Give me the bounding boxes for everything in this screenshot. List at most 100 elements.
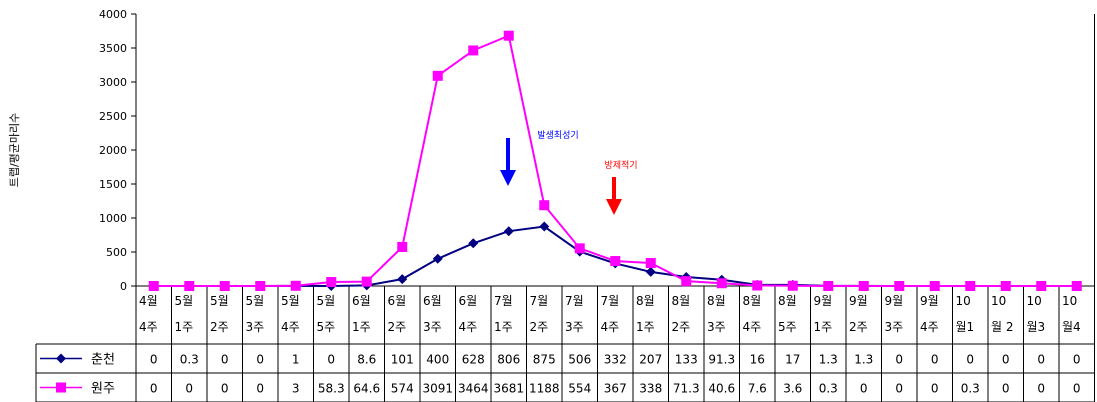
annotation-arrow-shaft bbox=[612, 177, 616, 201]
series-group bbox=[148, 30, 1082, 291]
data-point bbox=[574, 243, 585, 254]
x-category-label: 4주 bbox=[601, 320, 620, 334]
table-value: 506 bbox=[568, 353, 591, 367]
table-value: 64.6 bbox=[353, 382, 380, 396]
table-value: 207 bbox=[639, 353, 662, 367]
data-point bbox=[539, 200, 550, 211]
y-tick-label: 2000 bbox=[99, 144, 127, 157]
table-value: 806 bbox=[497, 353, 520, 367]
data-point bbox=[397, 274, 408, 285]
table-value: 17 bbox=[785, 353, 800, 367]
x-category-label: 월1 bbox=[956, 320, 975, 334]
x-category-label: 5월 bbox=[175, 294, 194, 308]
x-category-label: 1주 bbox=[494, 320, 513, 334]
x-category-label: 9월 bbox=[920, 294, 939, 308]
x-category-label: 3주 bbox=[423, 320, 442, 334]
x-category-label: 월4 bbox=[1062, 320, 1081, 334]
x-category-label: 8월 bbox=[672, 294, 691, 308]
y-axis-label: 트랩/평균마리수 bbox=[8, 113, 21, 188]
x-category-label: 5월 bbox=[246, 294, 265, 308]
data-point bbox=[219, 281, 230, 291]
data-point bbox=[326, 277, 337, 288]
x-category-label: 5월 bbox=[210, 294, 229, 308]
x-category-label: 1주 bbox=[636, 320, 655, 334]
table-value: 0 bbox=[1037, 382, 1045, 396]
x-category-label: 3주 bbox=[246, 320, 265, 334]
table-value: 0 bbox=[1037, 353, 1045, 367]
data-point bbox=[965, 280, 976, 291]
data-point bbox=[645, 258, 656, 269]
table-value: 0 bbox=[966, 353, 974, 367]
x-category-label: 8월 bbox=[636, 294, 655, 308]
annotation-arrow-head bbox=[606, 199, 622, 215]
table-value: 16 bbox=[750, 353, 765, 367]
x-category-label: 1주 bbox=[352, 320, 371, 334]
table-value: 554 bbox=[568, 382, 591, 396]
table-value: 0.3 bbox=[961, 382, 980, 396]
table-value: 0 bbox=[895, 353, 903, 367]
data-table: 4월 4주 5월 1주 5월 2주 5월 3주 5월 4주 5월 5주 6월 1주 6월 2주 6월 3주 6월 4주… bbox=[35, 285, 1095, 402]
x-category-label: 4주 bbox=[459, 320, 478, 334]
data-point bbox=[468, 45, 479, 56]
data-point bbox=[361, 276, 372, 287]
x-category-label: 5주 bbox=[317, 320, 336, 334]
table-value: 400 bbox=[426, 353, 449, 367]
table-value: 0 bbox=[931, 382, 939, 396]
table-value: 1.3 bbox=[854, 353, 873, 367]
y-tick-label: 3500 bbox=[99, 42, 127, 55]
table-value: 0.3 bbox=[180, 353, 199, 367]
annotation-arrow-head bbox=[500, 170, 516, 186]
table-value: 0 bbox=[895, 382, 903, 396]
x-category-label: 월 2 bbox=[991, 320, 1014, 334]
data-point bbox=[645, 266, 656, 277]
table-value: 367 bbox=[604, 382, 627, 396]
annotation-peak-label: 발생최성기 bbox=[537, 130, 578, 141]
y-tick-label: 1500 bbox=[99, 178, 127, 191]
table-value: 71.3 bbox=[673, 382, 700, 396]
table-value: 0 bbox=[185, 382, 193, 396]
x-category-label: 3주 bbox=[885, 320, 904, 334]
x-category-label: 1주 bbox=[814, 320, 833, 334]
data-point bbox=[432, 253, 443, 264]
table-value: 0 bbox=[256, 353, 264, 367]
data-point bbox=[1036, 281, 1047, 291]
data-point bbox=[290, 280, 301, 291]
table-value: 0 bbox=[150, 382, 158, 396]
x-category-label: 4주 bbox=[920, 320, 939, 334]
x-category-label: 9월 bbox=[814, 294, 833, 308]
x-category-label: 3주 bbox=[565, 320, 584, 334]
x-category-label: 1주 bbox=[175, 320, 194, 334]
legend-label: 원주 bbox=[91, 382, 115, 397]
x-category-label: 7월 bbox=[494, 294, 513, 308]
x-category-label: 6월 bbox=[388, 294, 407, 308]
table-value: 628 bbox=[462, 353, 485, 367]
table-value: 574 bbox=[391, 382, 414, 396]
x-category-label: 6월 bbox=[459, 294, 478, 308]
x-category-label: 9월 bbox=[849, 294, 868, 308]
table-value: 40.6 bbox=[708, 382, 735, 396]
table-value: 1188 bbox=[529, 382, 560, 396]
table-value: 0 bbox=[256, 382, 264, 396]
x-category-label: 4주 bbox=[743, 320, 762, 334]
table-value: 7.6 bbox=[748, 382, 767, 396]
x-category-label: 2주 bbox=[210, 320, 229, 334]
x-category-label: 5주 bbox=[778, 320, 797, 334]
table-value: 1.3 bbox=[819, 353, 838, 367]
x-category-label: 10 bbox=[1027, 294, 1042, 308]
x-category-label: 7월 bbox=[601, 294, 620, 308]
y-tick-label: 0 bbox=[120, 280, 127, 293]
table-value: 8.6 bbox=[357, 353, 376, 367]
x-category-label: 8월 bbox=[778, 294, 797, 308]
annotations: 발생최성기 방제적기 bbox=[500, 130, 638, 215]
data-point bbox=[823, 280, 834, 291]
x-category-label: 10 bbox=[956, 294, 971, 308]
table-value: 3091 bbox=[422, 382, 453, 396]
legend-marker bbox=[56, 353, 66, 364]
table-value: 101 bbox=[391, 353, 414, 367]
data-point bbox=[894, 281, 905, 291]
x-category-label: 5월 bbox=[317, 294, 336, 308]
table-value: 3681 bbox=[493, 382, 524, 396]
data-point bbox=[468, 238, 479, 249]
data-point bbox=[1071, 281, 1082, 291]
data-point bbox=[929, 281, 940, 291]
